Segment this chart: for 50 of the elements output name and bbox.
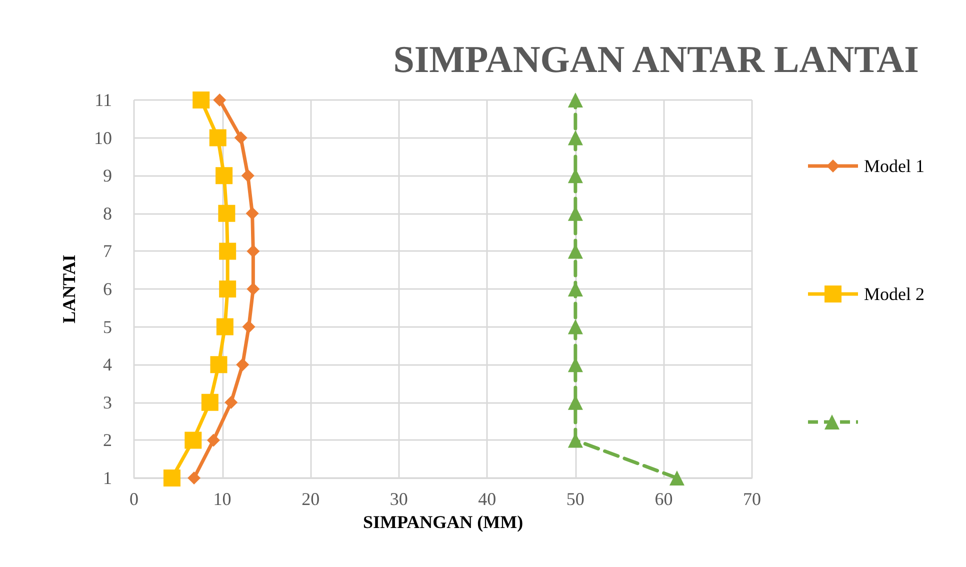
point — [568, 319, 583, 334]
y-tick-label: 5 — [103, 316, 112, 337]
point — [224, 396, 238, 409]
point — [219, 242, 236, 260]
point — [209, 129, 226, 146]
point — [568, 130, 583, 146]
point — [242, 320, 256, 334]
x-tick-label: 10 — [213, 489, 232, 509]
point — [184, 432, 202, 449]
point — [218, 204, 236, 222]
y-tick-label: 11 — [94, 90, 112, 110]
point — [219, 280, 236, 298]
point — [216, 167, 233, 184]
point — [241, 169, 254, 182]
point — [210, 356, 228, 374]
x-tick-label: 70 — [743, 489, 761, 509]
point — [201, 394, 218, 411]
y-tick-label: 7 — [103, 241, 112, 262]
x-tick-label: 40 — [478, 489, 496, 509]
point — [568, 92, 583, 108]
point — [246, 244, 260, 258]
legend-label: Model 1 — [864, 156, 924, 176]
point — [246, 206, 259, 220]
y-tick-label: 10 — [94, 128, 112, 148]
y-tick-label: 2 — [103, 430, 112, 450]
x-tick-label: 0 — [130, 489, 138, 509]
y-tick-label: 9 — [103, 166, 112, 186]
y-tick-label: 1 — [103, 468, 112, 488]
point — [669, 470, 684, 486]
x-tick-label: 60 — [654, 489, 673, 509]
legend-label: Model 2 — [864, 284, 924, 304]
y-tick-label: 3 — [103, 392, 112, 412]
point — [206, 434, 220, 447]
x-axis-title: SIMPANGAN (MM) — [362, 512, 524, 532]
point — [213, 94, 226, 106]
point — [163, 470, 180, 486]
chart-title: SIMPANGAN ANTAR LANTAI — [393, 39, 919, 81]
y-tick-label: 6 — [103, 279, 112, 299]
point — [188, 472, 201, 484]
x-tick-label: 50 — [566, 489, 584, 509]
y-tick-label: 4 — [103, 354, 112, 375]
y-tick-label: 8 — [103, 203, 112, 224]
point — [216, 318, 234, 336]
x-tick-label: 30 — [390, 489, 408, 509]
y-axis-title: LANTAI — [59, 254, 79, 324]
point — [246, 282, 260, 296]
point — [234, 131, 248, 144]
point — [236, 358, 250, 372]
point — [192, 92, 210, 108]
x-tick-label: 20 — [302, 489, 320, 509]
